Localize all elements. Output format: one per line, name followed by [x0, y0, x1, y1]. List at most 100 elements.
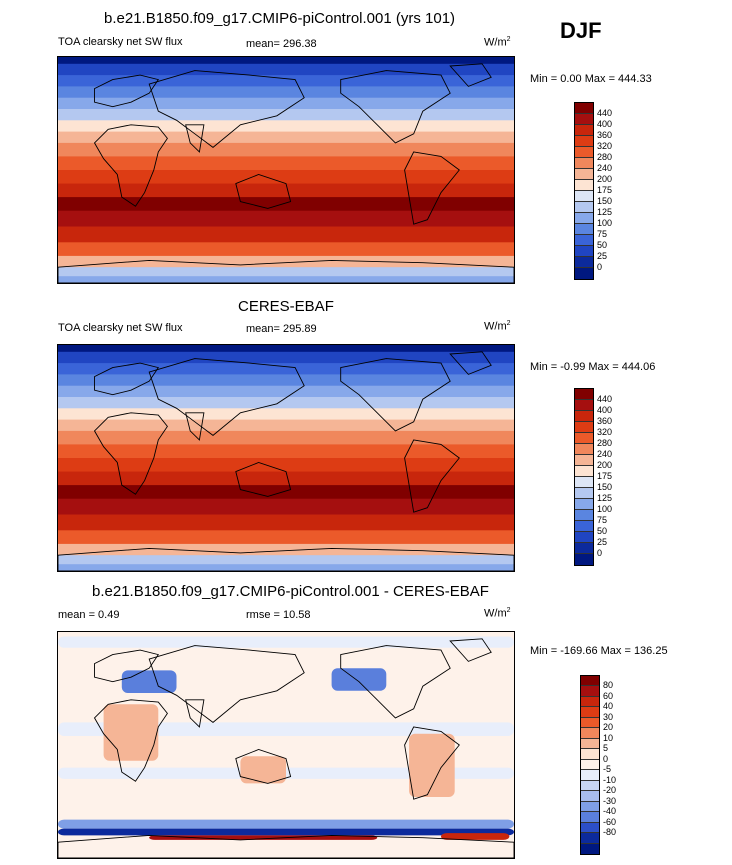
flux-band	[58, 63, 514, 76]
coastline	[449, 638, 492, 662]
colorbar-tick-label: 60	[603, 690, 614, 701]
flux-band	[58, 543, 514, 556]
colorbar-swatch	[581, 812, 599, 823]
panel1-mean-label: mean= 296.38	[246, 38, 317, 50]
difference-patch	[121, 670, 177, 693]
flux-band	[58, 156, 514, 171]
flux-band	[58, 242, 514, 257]
colorbar-tick-label: 440	[597, 394, 613, 404]
panel2-mean-label: mean= 295.89	[246, 323, 317, 335]
colorbar-swatch	[575, 510, 593, 521]
colorbar-swatch	[575, 433, 593, 444]
panel3-field-plot	[58, 632, 514, 858]
flux-band	[58, 131, 514, 144]
panel1-colorbar	[574, 102, 594, 280]
colorbar-swatch	[575, 213, 593, 224]
colorbar-tick-label: 5	[603, 743, 609, 754]
coastline	[235, 749, 292, 784]
coastline	[185, 124, 205, 153]
colorbar-tick-label: 25	[597, 537, 608, 547]
coastline	[58, 834, 514, 858]
colorbar-tick-label: 200	[597, 174, 613, 184]
colorbar-tick-label: 100	[597, 218, 613, 228]
colorbar-swatch	[575, 268, 593, 279]
difference-patch	[331, 668, 387, 691]
colorbar-swatch	[581, 822, 599, 834]
coastline	[340, 70, 451, 144]
flux-band	[58, 514, 514, 531]
panel3-title: b.e21.B1850.f09_g17.CMIP6-piControl.001 …	[92, 583, 489, 600]
panel2-minmax: Min = -0.99 Max = 444.06	[530, 361, 656, 373]
panel3-minmax: Min = -169.66 Max = 136.25	[530, 645, 668, 657]
colorbar-tick-label: 125	[597, 207, 613, 217]
colorbar-tick-label: -10	[603, 774, 617, 785]
colorbar-swatch	[581, 749, 599, 760]
colorbar-tick-label: 320	[597, 141, 613, 151]
colorbar-swatch	[581, 686, 599, 697]
colorbar-tick-label: -20	[603, 785, 617, 796]
colorbar-tick-label: 10	[603, 732, 614, 743]
colorbar-swatch	[575, 114, 593, 125]
panel2-colorbar	[574, 388, 594, 566]
colorbar-tick-label: 0	[597, 548, 603, 558]
colorbar-swatch	[581, 696, 599, 708]
flux-band	[58, 419, 514, 432]
flux-band	[58, 498, 514, 516]
coastline	[340, 358, 451, 432]
colorbar-swatch	[575, 246, 593, 257]
coastline	[404, 151, 460, 225]
colorbar-tick-label: 320	[597, 427, 613, 437]
flux-band	[58, 374, 514, 387]
difference-patch	[58, 819, 514, 829]
colorbar-swatch	[575, 235, 593, 246]
colorbar-tick-label: 240	[597, 163, 613, 173]
coastline	[148, 70, 305, 148]
colorbar-tick-label: 75	[597, 515, 608, 525]
colorbar-tick-label: 20	[603, 722, 614, 733]
colorbar-tick-label: 360	[597, 130, 613, 140]
flux-band	[58, 57, 514, 65]
colorbar-swatch	[581, 676, 599, 687]
colorbar-swatch	[581, 707, 599, 718]
coastline	[404, 439, 460, 513]
colorbar-swatch	[575, 477, 593, 488]
colorbar-swatch	[581, 770, 599, 781]
flux-band	[58, 564, 514, 571]
flux-band	[58, 75, 514, 87]
colorbar-tick-label: 100	[597, 504, 613, 514]
colorbar-tick-label: -5	[603, 764, 612, 775]
colorbar-tick-label: 440	[597, 108, 613, 118]
coastline	[449, 63, 492, 87]
coastline	[235, 174, 292, 209]
coastline	[58, 259, 514, 283]
colorbar-swatch	[581, 833, 599, 844]
coastline	[94, 74, 160, 108]
flux-band	[58, 351, 514, 364]
coastline	[94, 649, 160, 683]
panel1-field-plot	[58, 57, 514, 283]
flux-band	[58, 555, 514, 565]
colorbar-tick-label: 50	[597, 240, 608, 250]
colorbar-swatch	[575, 532, 593, 543]
colorbar-tick-label: 80	[603, 680, 614, 691]
colorbar-tick-label: -40	[603, 806, 617, 817]
flux-band	[58, 170, 514, 185]
colorbar-swatch	[575, 158, 593, 169]
colorbar-swatch	[575, 543, 593, 554]
difference-patch	[441, 833, 510, 840]
flux-band	[58, 120, 514, 133]
flux-band	[58, 345, 514, 353]
panel3-rmse-label: rmse = 10.58	[246, 609, 311, 621]
colorbar-tick-label: 25	[597, 251, 608, 261]
coastline	[404, 726, 460, 800]
colorbar-tick-label: 0	[603, 753, 609, 764]
colorbar-swatch	[575, 202, 593, 213]
panel1-minmax: Min = 0.00 Max = 444.33	[530, 73, 652, 85]
colorbar-tick-label: 280	[597, 152, 613, 162]
flux-band	[58, 485, 514, 500]
coastline	[93, 124, 168, 207]
flux-band	[58, 197, 514, 212]
flux-band	[58, 226, 514, 243]
coastline	[58, 547, 514, 571]
colorbar-tick-label: -80	[603, 827, 617, 838]
